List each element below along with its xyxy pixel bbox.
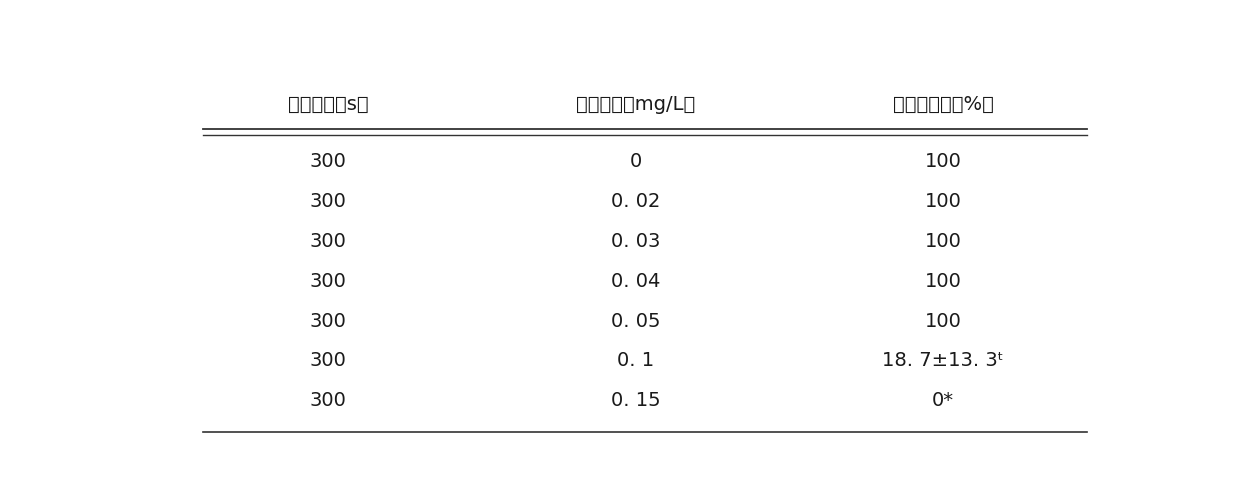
Text: 0. 05: 0. 05 xyxy=(611,312,660,331)
Text: 300: 300 xyxy=(310,192,346,211)
Text: 0. 03: 0. 03 xyxy=(611,232,660,251)
Text: 18. 7±13. 3ᵗ: 18. 7±13. 3ᵗ xyxy=(883,352,1003,370)
Text: 0*: 0* xyxy=(932,391,954,410)
Text: 幼虫存活率（%）: 幼虫存活率（%） xyxy=(893,95,993,114)
Text: 100: 100 xyxy=(925,232,961,251)
Text: 0. 15: 0. 15 xyxy=(610,391,661,410)
Text: 100: 100 xyxy=(925,272,961,291)
Text: 0. 1: 0. 1 xyxy=(618,352,653,370)
Text: 300: 300 xyxy=(310,272,346,291)
Text: 0: 0 xyxy=(630,152,641,171)
Text: 300: 300 xyxy=(310,232,346,251)
Text: 处理时间（s）: 处理时间（s） xyxy=(288,95,368,114)
Text: 100: 100 xyxy=(925,312,961,331)
Text: 0. 04: 0. 04 xyxy=(611,272,660,291)
Text: 300: 300 xyxy=(310,352,346,370)
Text: 0. 02: 0. 02 xyxy=(611,192,660,211)
Text: 100: 100 xyxy=(925,192,961,211)
Text: 300: 300 xyxy=(310,312,346,331)
Text: 处理剂量（mg/L）: 处理剂量（mg/L） xyxy=(575,95,696,114)
Text: 100: 100 xyxy=(925,152,961,171)
Text: 300: 300 xyxy=(310,391,346,410)
Text: 300: 300 xyxy=(310,152,346,171)
